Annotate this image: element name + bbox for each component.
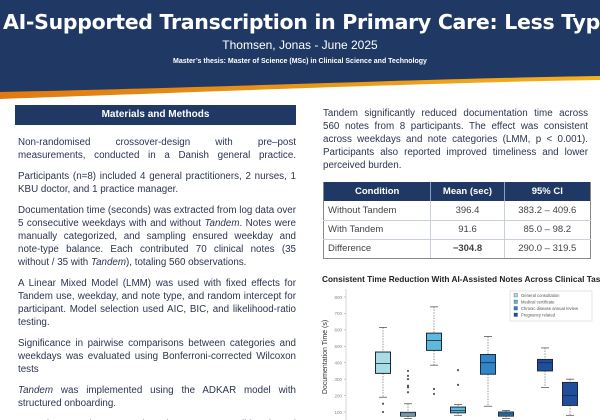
box — [375, 351, 391, 374]
table-header-cell: Mean (sec) — [430, 182, 505, 201]
poster-author: Thomsen, Jonas - June 2025 — [222, 38, 378, 52]
methods-paragraph: Participants (n=8) included 4 general pr… — [18, 171, 296, 195]
legend-swatch — [513, 306, 518, 311]
box — [426, 332, 442, 351]
outlier-point — [406, 386, 410, 389]
table-cell: −304.8 — [430, 239, 505, 259]
y-tick-label: 400 — [334, 361, 342, 366]
outlier-point — [456, 369, 460, 372]
outlier-point — [456, 383, 460, 386]
table-cell: Without Tandem — [323, 201, 432, 221]
box — [537, 358, 553, 372]
y-tick-label: 100 — [334, 410, 342, 415]
legend-swatch — [513, 312, 518, 317]
table-cell: 290.0 – 319.5 — [504, 239, 591, 259]
legend-label: Chronic disease annual review — [521, 306, 579, 311]
table-header-cell: 95% CI — [504, 182, 591, 201]
methods-paragraph: Tandem was implemented using the ADKAR m… — [18, 385, 296, 409]
tandem-emphasis: Tandem — [204, 218, 240, 229]
table-cell: 396.4 — [430, 201, 505, 221]
outlier-point — [406, 374, 410, 377]
legend-box — [509, 290, 593, 322]
methods-paragraph: Documentation time (seconds) was extract… — [18, 205, 296, 268]
table-header-row: Condition Mean (sec) 95% CI — [323, 182, 591, 201]
legend-swatch — [513, 293, 518, 298]
methods-paragraph: Non-randomised crossover-design with pre… — [18, 137, 296, 161]
table-row: With Tandem 91.6 85.0 – 98.2 — [323, 220, 591, 240]
y-tick-label: 600 — [334, 328, 342, 333]
outlier-point — [406, 391, 410, 394]
table-row: Difference −304.8 290.0 – 319.5 — [323, 239, 591, 259]
methods-body: Non-randomised crossover-design with pre… — [18, 136, 296, 420]
y-tick-label: 200 — [334, 393, 342, 398]
y-tick-label: 300 — [334, 377, 342, 382]
table-row: Without Tandem 396.4 383.2 – 409.6 — [323, 201, 591, 221]
outlier-point — [381, 402, 385, 405]
legend-label: Medical certificate — [521, 300, 555, 305]
chart-title: Consistent Time Reduction With AI-Assist… — [322, 274, 600, 284]
results-table: Condition Mean (sec) 95% CI Without Tand… — [323, 182, 591, 259]
header-background — [0, 0, 600, 100]
methods-paragraph: Significance in pairwise comparisons bet… — [18, 338, 296, 375]
box — [562, 381, 578, 406]
box — [480, 354, 496, 375]
table-cell: 91.6 — [430, 220, 505, 240]
box — [450, 406, 466, 414]
table-cell: 383.2 – 409.6 — [504, 201, 591, 221]
poster-header: AI-Supported Transcription in Primary Ca… — [0, 0, 600, 100]
table-cell: 85.0 – 98.2 — [504, 220, 591, 240]
y-tick-label: 800 — [334, 295, 342, 300]
table-cell: Difference — [323, 239, 432, 259]
table-header-cell: Condition — [323, 182, 432, 201]
results-summary: Tandem significantly reduced documentati… — [323, 108, 588, 171]
boxplot-chart: 100 200 300 400 500 600 700 800 Documentation Ti… — [322, 289, 593, 420]
outlier-point — [406, 378, 410, 381]
y-tick-label: 700 — [334, 311, 342, 316]
tandem-emphasis: Tandem — [90, 257, 127, 268]
table-cell: With Tandem — [323, 220, 432, 240]
poster-degree: Master’s thesis: Master of Science (MSc)… — [173, 58, 427, 65]
legend-swatch — [513, 299, 518, 304]
outlier-point — [406, 369, 410, 373]
methods-heading: Materials and Methods — [15, 105, 296, 125]
outlier-point — [406, 384, 410, 387]
header-navy-band — [0, 0, 600, 92]
outlier-point — [432, 392, 436, 396]
y-axis-label: Documentation Time (s) — [322, 320, 329, 394]
tandem-emphasis: Tandem — [18, 385, 54, 396]
poster-title: AI-Supported Transcription in Primary Ca… — [3, 10, 600, 34]
y-tick-label: 500 — [334, 344, 342, 349]
outlier-point — [381, 410, 385, 414]
legend-label: Pregnancy related — [521, 313, 556, 318]
methods-paragraph: A Linear Mixed Model (LMM) was used with… — [18, 278, 296, 328]
legend-label: General consultation — [521, 293, 560, 298]
outlier-point — [432, 387, 436, 391]
